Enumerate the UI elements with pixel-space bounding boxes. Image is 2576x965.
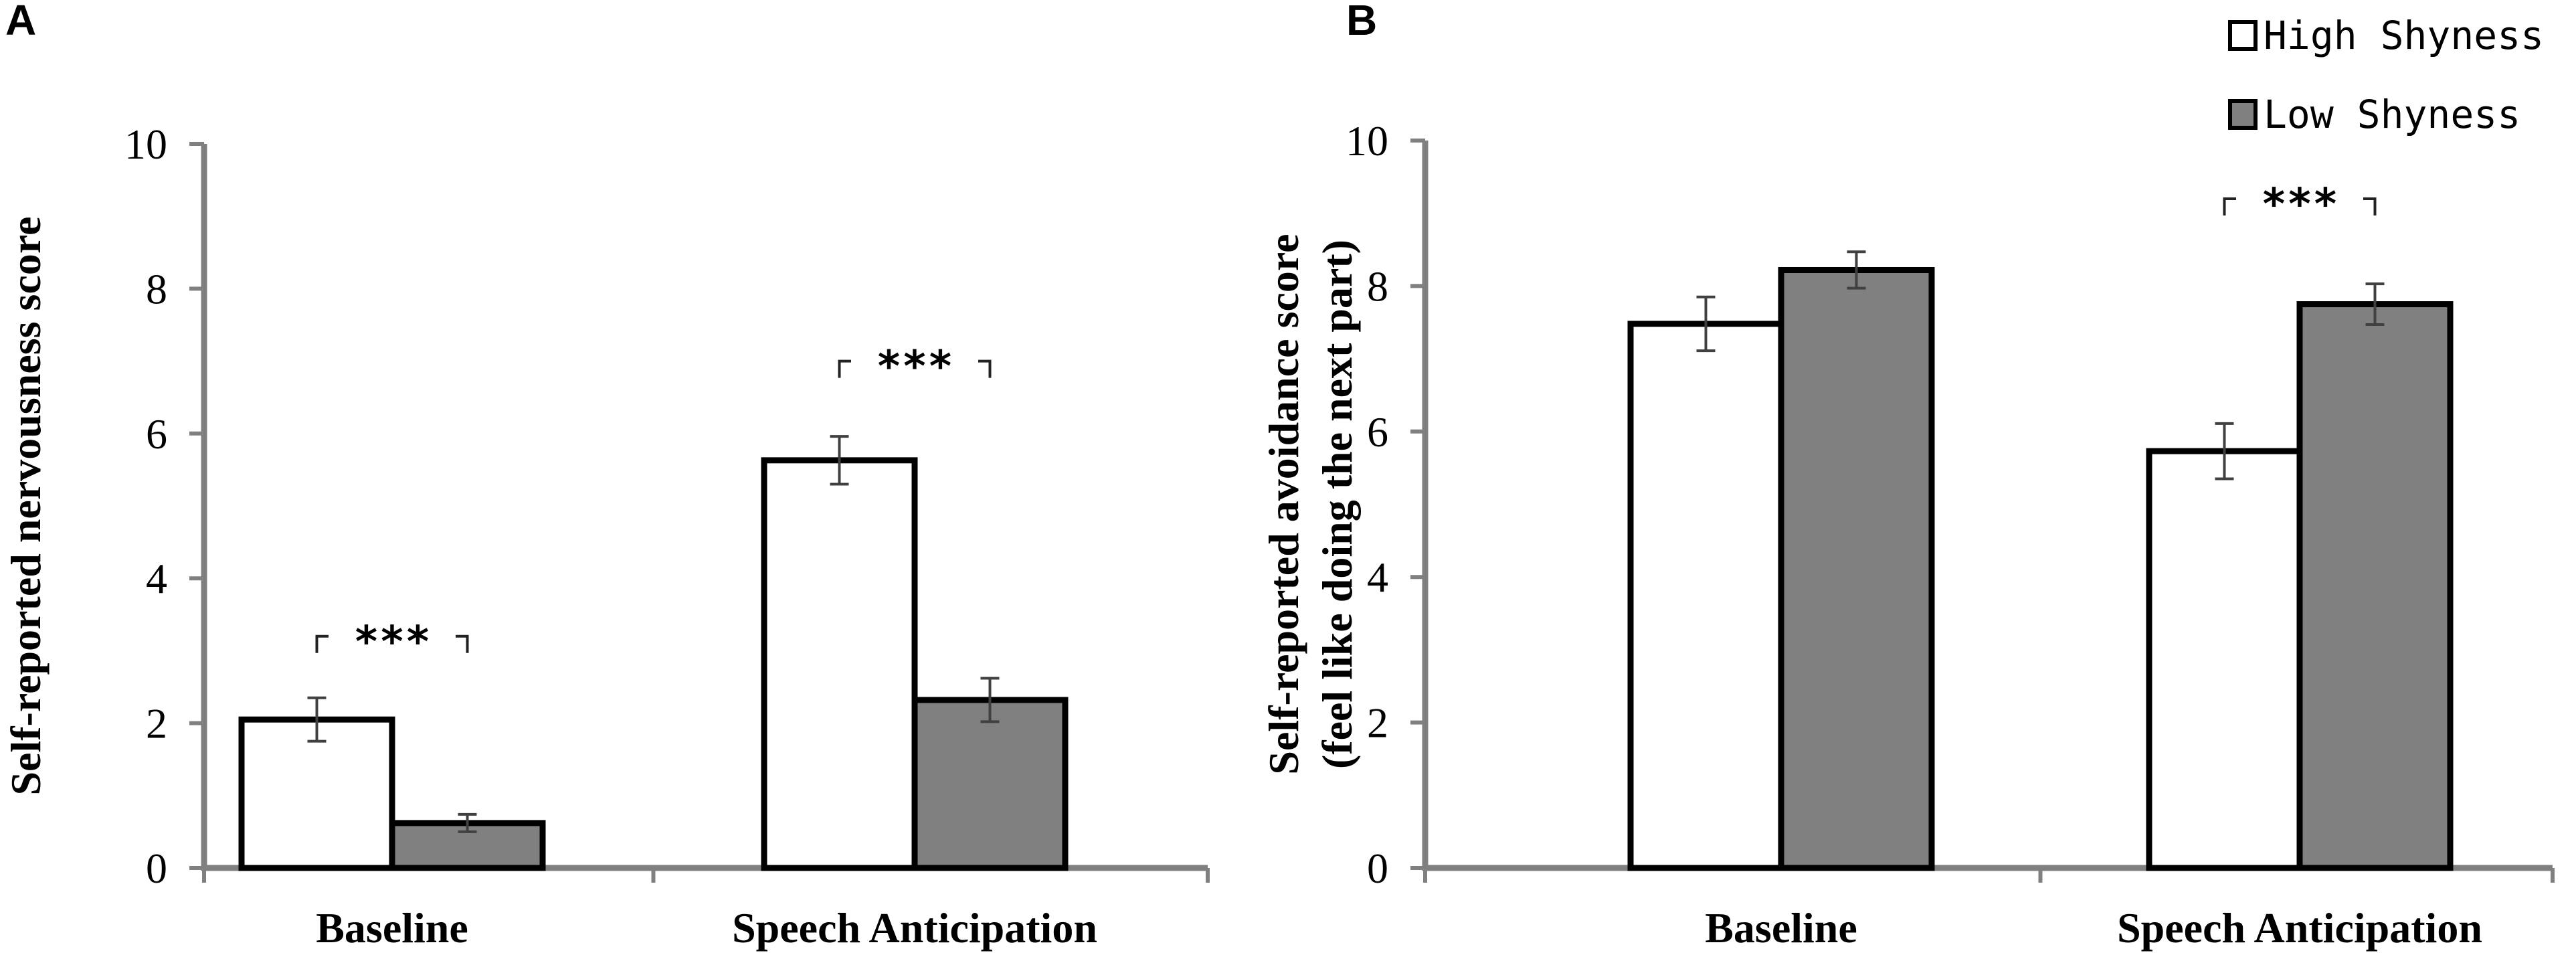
significance-bg <box>329 616 456 656</box>
significance-label: *** <box>353 618 431 667</box>
y-tick-label: 4 <box>1367 553 1388 601</box>
y-axis-label: Self-reported avoidance score <box>1260 234 1307 774</box>
y-tick-label: 10 <box>124 120 167 168</box>
y-axis-label: Self-reported nervousness score <box>2 216 50 795</box>
chart-panel-a: A 0 2 4 6 8 10 Self-reported nervousness score B… <box>2 0 1210 952</box>
y-tick-label: 4 <box>146 555 167 602</box>
bar-low-shyness <box>1778 266 1935 871</box>
panel-letter: B <box>1346 0 1377 44</box>
y-tick-label: 8 <box>1367 262 1388 310</box>
x-category-label: Speech Anticipation <box>2117 904 2482 952</box>
significance-label: *** <box>2261 180 2338 230</box>
y-tick-label: 10 <box>1346 117 1388 165</box>
y-tick-label: 6 <box>1367 408 1388 456</box>
y-tick-label: 0 <box>146 845 167 892</box>
bar-low-shyness <box>911 697 1069 871</box>
y-tick-label: 2 <box>1367 699 1388 747</box>
bar-high-shyness <box>1627 321 1784 871</box>
legend: High Shyness Low Shyness <box>2228 13 2544 137</box>
y-axis-label: (feel like doing the next part) <box>1313 240 1361 769</box>
panel-letter: A <box>5 0 36 44</box>
significance-bg <box>851 341 978 381</box>
y-tick-label: 6 <box>146 410 167 458</box>
bar-high-shyness <box>238 716 395 871</box>
legend-swatch <box>2228 20 2258 51</box>
x-category-label: Baseline <box>316 904 468 952</box>
y-tick-label: 8 <box>146 265 167 313</box>
y-tick-label: 2 <box>146 700 167 748</box>
bar-low-shyness <box>2296 301 2454 871</box>
bar-high-shyness <box>761 457 918 871</box>
x-category-label: Speech Anticipation <box>732 904 1097 952</box>
legend-label: Low Shyness <box>2264 92 2520 137</box>
legend-swatch <box>2228 99 2258 130</box>
significance-bg <box>2236 178 2363 219</box>
significance-label: *** <box>876 343 953 392</box>
chart-panel-b: B 0 2 4 6 8 10 Self-reported avoidance score (fe… <box>1260 0 2555 952</box>
x-category-label: Baseline <box>1705 904 1857 952</box>
y-tick-label: 0 <box>1367 845 1388 892</box>
bar-high-shyness <box>2146 448 2303 871</box>
legend-label: High Shyness <box>2264 13 2544 58</box>
